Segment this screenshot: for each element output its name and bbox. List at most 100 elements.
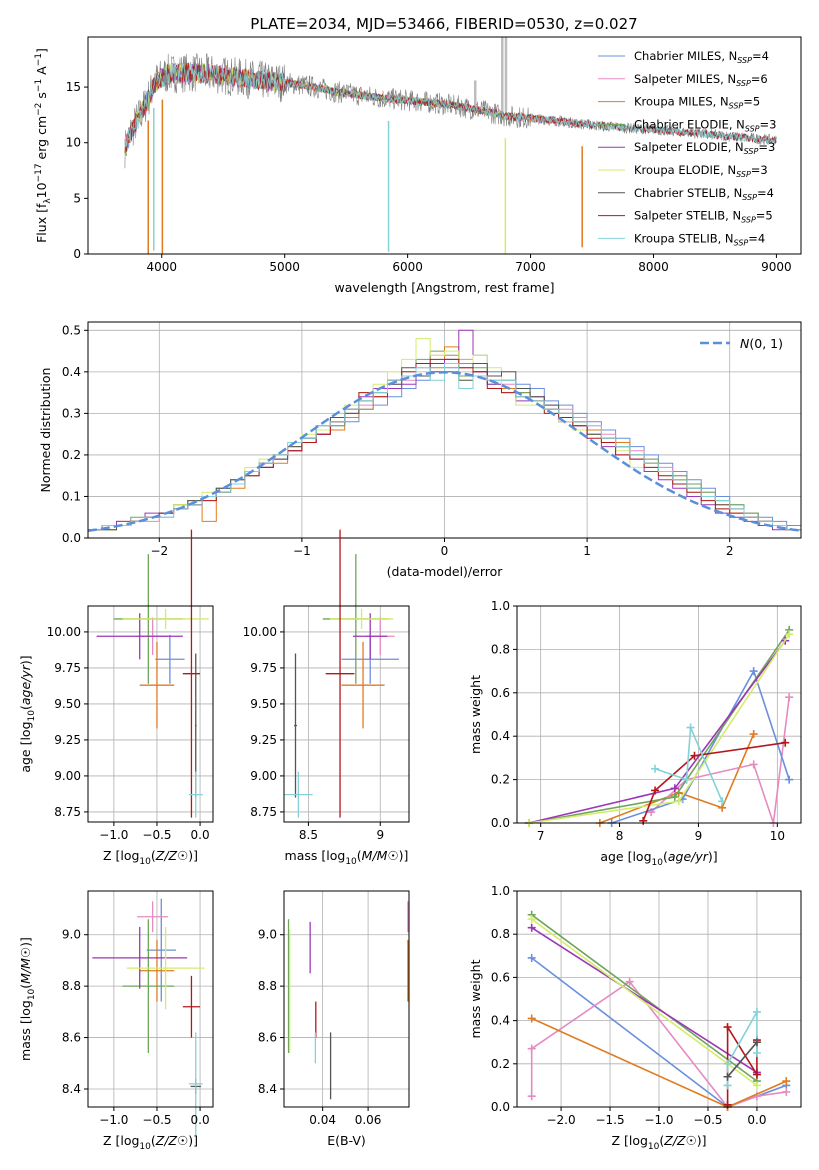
y-tick-label: 1.0: [491, 599, 510, 613]
label-part: 10: [34, 182, 49, 198]
plus-marker: [670, 784, 679, 793]
x-tick-label: 0.0: [191, 1113, 210, 1127]
label-italic: M/M☉: [18, 947, 33, 984]
label-part: Flux [f: [34, 203, 49, 243]
plus-marker: [781, 738, 790, 747]
legend-label-tail: =4: [752, 49, 769, 63]
data-layer: [96, 529, 209, 818]
series-line: [530, 980, 787, 1108]
weight-series-chabrier_stelib: [723, 1038, 761, 1081]
legend-label-tail: =5: [756, 209, 773, 223]
plus-marker: [686, 723, 695, 732]
weight-series-kroupa_miles: [595, 730, 758, 827]
series-line: [642, 741, 786, 822]
legend-label: Chabrier ELODIE, NSSP=3: [634, 117, 776, 133]
y-tick-label: 0.6: [491, 686, 510, 700]
axes-frame: [283, 890, 410, 1108]
x-tick-label: 8.5: [299, 828, 318, 842]
data-layer: [87, 329, 802, 532]
y-tick-label: 0.2: [62, 448, 81, 462]
legend-label-main: N: [740, 336, 750, 351]
label-italic: Z/Z☉: [155, 1133, 189, 1148]
grid-lines: [284, 891, 409, 1107]
plus-marker: [749, 667, 758, 676]
plus-marker: [527, 923, 536, 932]
y-tick-label: 0.8: [491, 927, 510, 941]
y-tick-label: 8.75: [250, 805, 277, 819]
label-part: (: [18, 984, 33, 989]
x-axis-label: (data-model)/error: [387, 564, 504, 579]
label-part: )]: [18, 655, 33, 665]
legend-label-tail: =5: [743, 95, 760, 109]
legend-label: Kroupa ELODIE, NSSP=3: [634, 163, 768, 179]
plus-marker: [723, 1023, 732, 1032]
x-tick-label: 0.06: [355, 1113, 382, 1127]
plus-marker: [785, 693, 794, 702]
legend-label-sub: SSP: [736, 170, 751, 179]
legend-label-tail: =6: [751, 72, 768, 86]
data-layer: [92, 898, 205, 1136]
plus-marker: [639, 816, 648, 825]
legend-label: Kroupa STELIB, NSSP=4: [634, 231, 765, 247]
y-tick-label: 9.0: [258, 928, 277, 942]
x-tick-label: 2: [726, 544, 734, 558]
label-italic: Z/Z☉: [663, 1133, 697, 1148]
data-layer: [284, 529, 399, 818]
y-tick-label: 0.5: [62, 323, 81, 337]
x-tick-label: −1.5: [595, 1113, 624, 1127]
axes-residual_hist: −2 −1 0 1 2 0.0 0.1 0.2 0.3 0.4 0.5 N(0, 1) (data-mo…: [38, 321, 802, 579]
plus-marker: [723, 1072, 732, 1081]
series-line: [654, 727, 723, 802]
legend-label-tail: =3: [758, 140, 775, 154]
plus-marker: [670, 792, 679, 801]
x-tick-label: −0.5: [142, 1113, 171, 1127]
legend-label: Salpeter STELIB, NSSP=5: [634, 209, 773, 225]
plus-marker: [749, 730, 758, 739]
label-part: λ: [43, 198, 53, 204]
x-axis-label: age [log10(age/yr)]: [600, 849, 717, 868]
plus-marker: [785, 775, 794, 784]
normal-curve: [87, 371, 802, 532]
frame-layer: −2.0 −1.5 −1.0 −0.5 0.0 0.0 0.2 0.4 0.6 0.8 1.0 Z […: [468, 884, 802, 1152]
legend-label-tail: =4: [757, 186, 774, 200]
error-point-kroupa_elodie: [122, 608, 209, 630]
axes-weight_vs_Z: −2.0 −1.5 −1.0 −0.5 0.0 0.0 0.2 0.4 0.6 0.8 1.0 Z […: [468, 884, 802, 1152]
label-sub: 10: [27, 988, 37, 1000]
plus-marker: [752, 1070, 761, 1079]
label-part: )]: [697, 1133, 707, 1148]
plus-marker: [749, 760, 758, 769]
label-part: (: [357, 848, 362, 863]
plus-marker: [690, 751, 699, 760]
frame-layer: −2 −1 0 1 2 0.0 0.1 0.2 0.3 0.4 0.5 N(0, 1) (data-mo…: [38, 321, 802, 579]
error-point-salpeter_elodie: [92, 927, 188, 989]
label-part: (: [151, 848, 156, 863]
y-axis-label: age [log10(age/yr)]: [18, 655, 37, 772]
legend-label-sub: SSP: [742, 193, 757, 202]
series-line: [531, 927, 758, 1074]
label-part: erg cm: [34, 116, 49, 164]
axes-frame: [87, 36, 802, 255]
x-tick-label: 9: [695, 829, 703, 843]
y-tick-label: 8.6: [62, 1031, 81, 1045]
legend-label-tail: =4: [748, 231, 765, 245]
y-tick-label: 9.0: [62, 928, 81, 942]
label-sub: 10: [648, 1142, 660, 1152]
label-part: )]: [399, 848, 409, 863]
y-tick-label: 0.6: [491, 970, 510, 984]
label-part: (: [663, 849, 668, 864]
label-italic: M/M☉: [362, 848, 399, 863]
plus-marker: [723, 1081, 732, 1090]
y-axis-label: mass [log10(M/M☉)]: [18, 937, 37, 1061]
y-tick-label: 0.0: [491, 1100, 510, 1114]
legend-label-main: Chabrier MILES, N: [634, 49, 737, 63]
plus-marker: [527, 953, 536, 962]
label-sub: 10: [139, 1142, 151, 1152]
label-part: )]: [708, 849, 718, 864]
y-tick-label: 8.8: [62, 979, 81, 993]
label-part: (: [151, 1133, 156, 1148]
plus-marker: [651, 764, 660, 773]
plus-marker: [527, 1092, 536, 1101]
y-tick-label: 0.4: [491, 1014, 510, 1028]
plus-marker: [651, 786, 660, 795]
